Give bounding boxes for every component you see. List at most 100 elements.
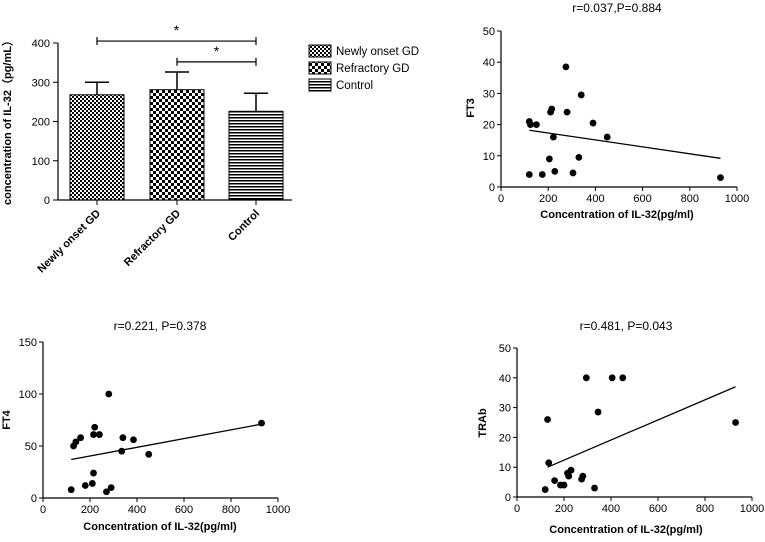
ft3-scatter-panel: r=0.037,P=0.884 Concentration of IL-32(p… [465, 1, 749, 221]
ft4-regression-line [71, 423, 262, 461]
ft4-scatter-panel: r=0.221, P=0.378 Concentration of IL-32(… [1, 319, 290, 533]
trab-data-point [565, 472, 573, 480]
trab-y-tick-label: 20 [499, 432, 511, 444]
trab-y-tick-label: 30 [499, 403, 511, 415]
ft4-data-point [258, 419, 265, 427]
trab-data-point [732, 419, 739, 426]
ft4-chart-title: r=0.221, P=0.378 [114, 319, 207, 333]
trab-data-point [619, 374, 627, 382]
ft3-data-point [538, 171, 546, 178]
ft3-chart-title: r=0.037,P=0.884 [572, 1, 662, 15]
ft3-data-point [545, 155, 553, 163]
bar-category-label: Newly onset GD [35, 208, 103, 276]
ft3-x-tick-label: 800 [681, 193, 699, 205]
trab-x-tick-label: 600 [649, 503, 667, 515]
ft3-x-tick-label: 0 [498, 193, 504, 205]
trab-data-point [608, 374, 616, 382]
bar-category-label: Refractory GD [122, 208, 183, 269]
trab-scatter-panel: r=0.481, P=0.043 Concentration of IL-32(… [477, 319, 764, 536]
ft3-data-point [575, 153, 583, 161]
ft3-y-tick-label: 40 [483, 57, 495, 69]
trab-x-tick-label: 200 [555, 503, 573, 515]
trab-y-tick-label: 10 [499, 462, 511, 474]
ft4-y-tick-label: 100 [19, 389, 37, 401]
trab-data-point [591, 484, 598, 492]
ft4-data-point [90, 469, 97, 477]
bar-y-tick-label: 400 [32, 38, 50, 50]
legend-label: Refractory GD [336, 63, 410, 75]
ft4-x-tick-label: 800 [222, 504, 240, 516]
ft4-data-point [118, 447, 126, 455]
ft4-x-axis-label: Concentration of IL-32(pg/ml) [83, 521, 237, 533]
trab-x-tick-label: 0 [514, 503, 520, 515]
bar-y-tick-label: 200 [32, 117, 50, 129]
ft4-data-point [119, 434, 127, 442]
trab-data-point [544, 416, 551, 423]
trab-data-point [541, 486, 549, 493]
trab-y-tick-label: 50 [499, 343, 511, 355]
bar-y-tick-label: 300 [32, 77, 50, 89]
legend-label: Newly onset GD [336, 46, 419, 58]
ft3-x-tick-label: 400 [586, 193, 604, 205]
bar-y-tick-label: 100 [32, 156, 50, 168]
ft3-y-tick-label: 50 [483, 26, 495, 38]
ft3-x-tick-label: 200 [539, 193, 557, 205]
ft3-data-point [533, 121, 540, 128]
ft3-x-tick-label: 600 [633, 193, 651, 205]
ft4-data-point [67, 486, 75, 494]
legend-swatch [308, 61, 332, 75]
ft4-data-point [96, 431, 103, 438]
ft4-y-tick-label: 150 [19, 337, 37, 349]
ft4-x-tick-label: 200 [81, 504, 99, 516]
ft4-y-tick-label: 0 [31, 493, 37, 505]
ft3-y-axis-label: FT3 [465, 98, 477, 118]
ft4-x-tick-label: 600 [175, 504, 193, 516]
bar [228, 110, 284, 201]
ft3-data-point [563, 108, 571, 116]
bar [149, 89, 205, 201]
trab-data-point [560, 481, 568, 489]
ft4-data-point [81, 482, 89, 489]
ft3-data-point [548, 105, 556, 113]
trab-data-point [545, 459, 553, 467]
legend-swatch [308, 78, 332, 92]
ft4-x-tick-label: 1000 [266, 504, 290, 516]
ft4-y-axis-label: FT4 [1, 409, 13, 429]
ft3-data-point [551, 168, 559, 175]
legend-swatch [308, 44, 332, 58]
trab-y-axis-label: TRAb [477, 408, 489, 438]
ft4-data-point [107, 484, 115, 491]
ft3-data-point [569, 169, 577, 177]
trab-data-point [551, 477, 558, 485]
ft3-data-point [527, 121, 534, 128]
trab-x-axis-label: Concentration of IL-32(pg/ml) [549, 524, 703, 536]
ft3-x-tick-label: 1000 [725, 193, 749, 205]
trab-y-tick-label: 40 [499, 373, 511, 385]
ft4-data-point [72, 438, 80, 446]
bar-category-label: Control [226, 208, 262, 244]
ft3-data-point [717, 174, 724, 182]
ft4-data-point [105, 390, 113, 398]
ft4-data-point [91, 423, 99, 431]
ft3-y-tick-label: 0 [489, 182, 495, 194]
trab-data-point [579, 472, 587, 480]
trab-x-tick-label: 800 [696, 503, 714, 515]
ft3-data-point [589, 119, 597, 127]
ft4-data-point [88, 480, 96, 487]
bar-chart-y-axis-label: concentration of IL-32（pg/mL） [1, 35, 14, 205]
trab-x-tick-label: 400 [602, 503, 620, 515]
ft3-y-tick-label: 10 [483, 151, 495, 163]
trab-x-tick-label: 1000 [740, 503, 764, 515]
ft3-y-tick-label: 20 [483, 120, 495, 132]
trab-data-point [567, 466, 575, 474]
trab-regression-line [547, 386, 736, 468]
bar-chart-panel: 0 100 200 300 400 Newly onset GD Refractory GD… [1, 22, 419, 275]
ft4-data-point [130, 436, 137, 444]
ft4-y-tick-label: 50 [25, 441, 37, 453]
ft4-x-tick-label: 0 [40, 504, 46, 516]
ft3-regression-line [529, 129, 721, 159]
ft4-data-point [145, 450, 153, 458]
ft3-data-point [562, 63, 570, 71]
ft3-y-tick-label: 30 [483, 88, 495, 100]
